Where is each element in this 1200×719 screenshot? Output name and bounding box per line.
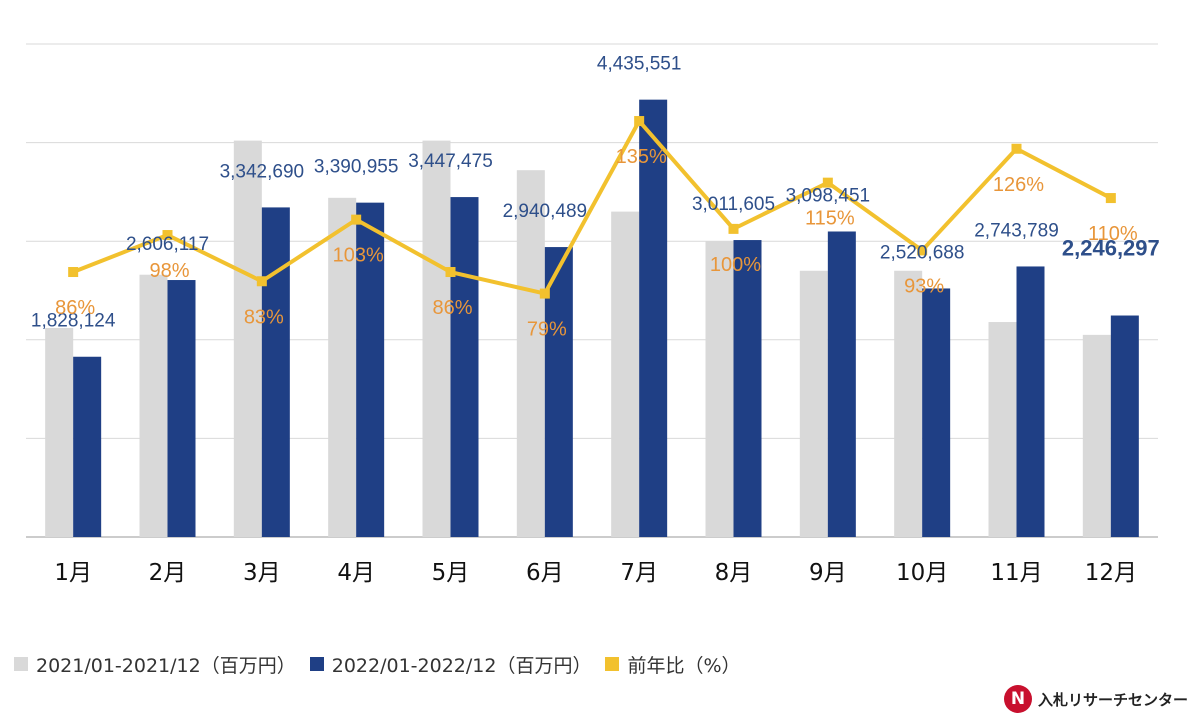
x-tick-label: 5月 [432, 560, 470, 586]
bar-2021 [705, 241, 734, 537]
bar-2022 [733, 240, 762, 538]
legend-swatch-2022 [309, 657, 324, 671]
x-tick-label: 9月 [809, 560, 847, 586]
legend-label-2022: 2022/01-2022/12（百万円） [331, 654, 592, 677]
x-tick-label: 6月 [526, 560, 564, 586]
legend-item-yoy[interactable]: 前年比（%） [605, 651, 741, 678]
percent-label: 115% [805, 208, 855, 230]
yoy-point [162, 230, 173, 241]
bar-2022 [922, 288, 951, 537]
yoy-point [1011, 143, 1022, 154]
bar-2021 [422, 140, 451, 538]
legend-label-yoy: 前年比（%） [627, 654, 741, 677]
bar-2022 [73, 356, 102, 537]
percent-label: 79% [527, 319, 567, 341]
yoy-point [68, 267, 79, 278]
yoy-point [728, 223, 739, 234]
bar-2022 [261, 207, 290, 537]
x-tick-label: 8月 [715, 560, 753, 586]
logo-mark-icon: N [1003, 685, 1032, 713]
value-label: 2,606,117 [126, 234, 209, 255]
percent-label: 103% [333, 245, 384, 267]
value-label: 2,246,297 [1062, 236, 1160, 261]
legend-label-2021: 2021/01-2021/12（百万円） [36, 654, 296, 677]
percent-label: 135% [616, 146, 667, 168]
bar-2021 [988, 322, 1017, 537]
legend-item-2022[interactable]: 2022/01-2022/12（百万円） [309, 651, 592, 678]
x-tick-label: 7月 [620, 560, 658, 586]
bar-2022 [167, 280, 196, 537]
x-tick-label: 11月 [990, 560, 1042, 586]
legend: 2021/01-2021/12（百万円） 2022/01-2022/12（百万円… [14, 651, 755, 677]
x-tick-label: 12月 [1085, 560, 1137, 586]
bar-2022 [639, 99, 668, 538]
bar-2021 [328, 197, 357, 538]
percent-label: 100% [710, 254, 761, 276]
value-label: 3,390,955 [314, 157, 399, 178]
bar-2022 [827, 231, 856, 537]
bar-2022 [1016, 266, 1045, 537]
logo-text: 入札リサーチセンター [1037, 690, 1188, 709]
value-label: 3,342,690 [220, 161, 305, 182]
yoy-point [256, 276, 267, 287]
yoy-point [445, 267, 456, 278]
bar-2021 [1082, 334, 1111, 537]
bar-2021 [233, 140, 262, 538]
yoy-point [917, 245, 928, 256]
yoy-point [1105, 193, 1116, 204]
bar-2021 [799, 270, 828, 537]
bar-2022 [356, 202, 385, 537]
yoy-line [72, 119, 1112, 296]
combo-chart: 1月 2月 3月 4月 5月 6月 7月 8月 9月 10月 11月 12月 1,828,124 2,60… [26, 43, 1160, 586]
bar-2021 [894, 270, 923, 537]
legend-item-2021[interactable]: 2021/01-2021/12（百万円） [14, 651, 296, 678]
legend-swatch-2021 [14, 657, 28, 671]
value-label: 3,447,475 [408, 151, 493, 172]
percent-label: 93% [904, 275, 944, 297]
x-tick-label: 4月 [337, 560, 375, 586]
percent-label: 86% [55, 297, 95, 319]
legend-swatch-yoy [605, 657, 620, 671]
percent-label: 98% [149, 260, 189, 282]
value-label: 1,828,124 [31, 311, 116, 332]
percent-label: 83% [244, 306, 284, 328]
x-tick-label: 10月 [896, 560, 948, 586]
x-tick-label: 2月 [149, 560, 187, 586]
yoy-point [351, 214, 362, 225]
yoy-point [634, 116, 645, 127]
percent-label: 110% [1088, 223, 1138, 245]
value-label: 2,743,789 [974, 220, 1059, 241]
bar-2021 [45, 327, 74, 537]
bar-2021 [516, 170, 545, 537]
yoy-point [822, 177, 833, 188]
x-tick-label: 3月 [243, 560, 281, 586]
bar-2021 [611, 211, 640, 537]
percent-label: 126% [993, 174, 1044, 196]
yoy-point [539, 288, 550, 299]
value-label: 4,435,551 [597, 54, 682, 75]
bar-2022 [450, 197, 479, 537]
brand-logo: N 入札リサーチセンター [1003, 685, 1188, 713]
value-label: 2,520,688 [880, 242, 965, 263]
bar-2021 [139, 274, 168, 537]
percent-label: 86% [432, 297, 472, 319]
x-tick-label: 1月 [54, 560, 92, 586]
value-label: 3,098,451 [786, 185, 871, 206]
value-label: 2,940,489 [503, 201, 588, 222]
bar-2022 [1110, 315, 1139, 537]
value-label: 3,011,605 [692, 194, 775, 215]
